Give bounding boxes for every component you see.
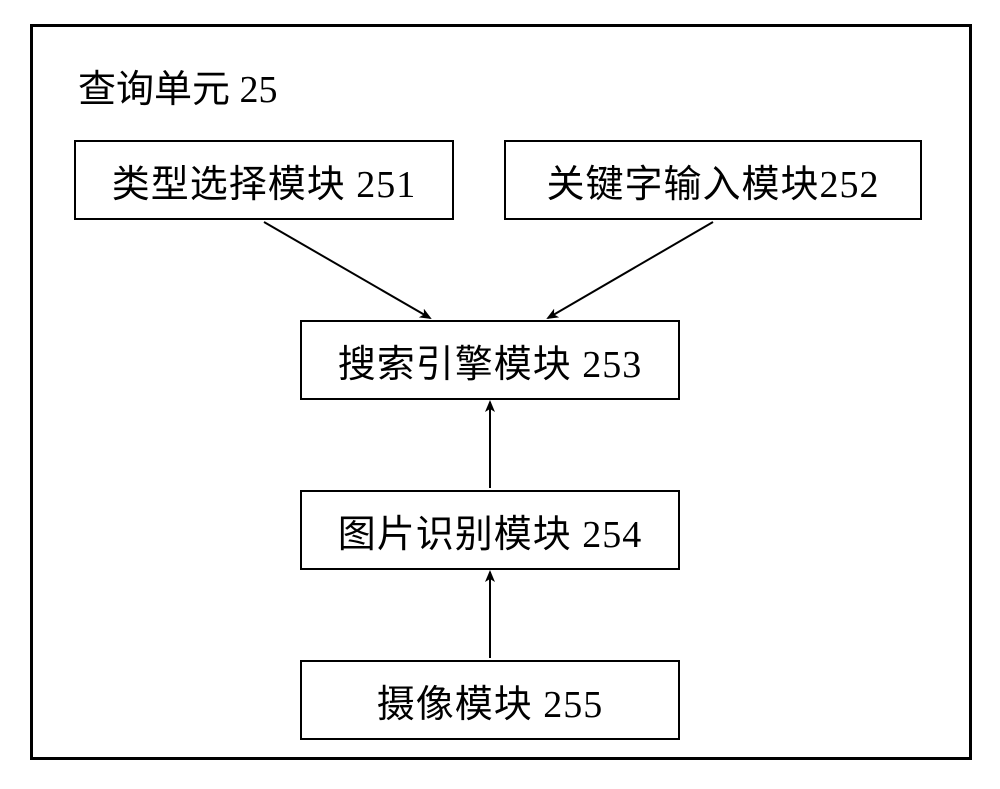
node-type-select-251: 类型选择模块 251 — [74, 140, 454, 220]
node-image-recog-254: 图片识别模块 254 — [300, 490, 680, 570]
node-keyword-input-252: 关键字输入模块252 — [504, 140, 922, 220]
diagram-title: 查询单元 25 — [78, 58, 278, 113]
node-search-engine-253: 搜索引擎模块 253 — [300, 320, 680, 400]
diagram-canvas: 查询单元 25 类型选择模块 251 关键字输入模块252 搜索引擎模块 253… — [0, 0, 1000, 789]
node-camera-255: 摄像模块 255 — [300, 660, 680, 740]
